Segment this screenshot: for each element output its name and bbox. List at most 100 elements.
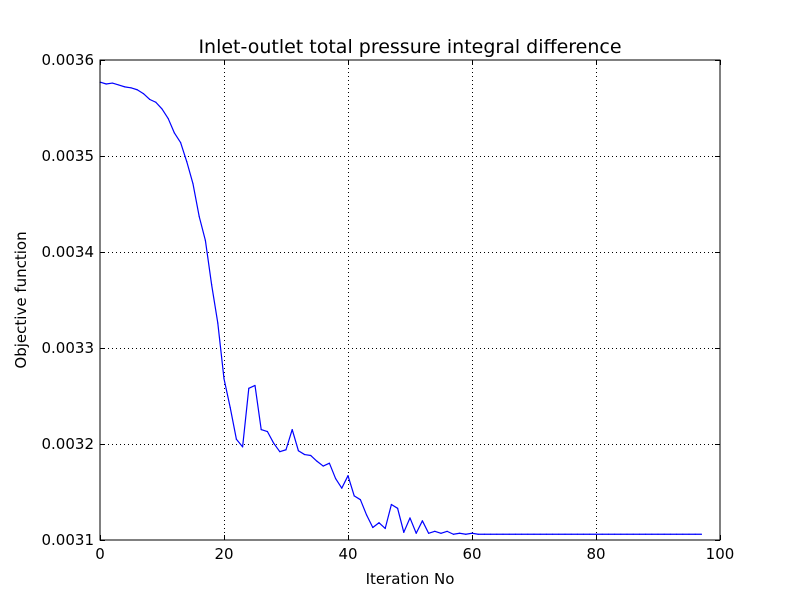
data-point xyxy=(552,533,554,535)
data-point xyxy=(558,533,560,535)
data-point xyxy=(440,532,442,534)
data-point xyxy=(409,517,411,519)
data-point xyxy=(390,503,392,506)
data-point xyxy=(260,429,262,431)
data-point xyxy=(235,438,237,440)
data-point xyxy=(694,533,696,535)
data-point xyxy=(136,89,138,91)
data-point xyxy=(217,322,219,324)
plot-frame xyxy=(99,59,721,541)
data-point xyxy=(483,533,485,535)
data-point xyxy=(527,533,529,535)
data-point xyxy=(614,533,616,535)
data-point xyxy=(682,533,684,535)
chart-title: Inlet-outlet total pressure integral dif… xyxy=(198,36,621,58)
data-point xyxy=(564,533,566,535)
data-point xyxy=(266,430,268,433)
data-point xyxy=(700,533,703,535)
data-point xyxy=(341,487,343,489)
data-point xyxy=(291,429,293,431)
series-line xyxy=(99,81,702,535)
data-point xyxy=(198,215,200,218)
data-point xyxy=(403,531,405,533)
data-point xyxy=(130,87,132,89)
data-point xyxy=(688,533,690,535)
grid-layer xyxy=(100,60,720,540)
data-point xyxy=(180,141,182,144)
data-point xyxy=(514,533,517,535)
x-tick-label: 60 xyxy=(462,545,481,563)
y-tick-label: 0.0035 xyxy=(42,147,95,165)
data-point xyxy=(663,533,665,535)
data-point xyxy=(502,533,504,535)
data-point xyxy=(607,533,610,535)
data-point xyxy=(372,526,374,529)
data-point xyxy=(155,101,157,103)
data-point xyxy=(279,451,281,453)
data-point xyxy=(149,98,151,100)
data-point xyxy=(477,533,479,535)
data-point xyxy=(254,384,256,387)
data-point xyxy=(471,532,473,534)
data-point xyxy=(576,533,579,535)
data-point xyxy=(186,161,188,163)
x-tick-label: 0 xyxy=(95,545,105,563)
data-point xyxy=(384,527,386,530)
data-point xyxy=(651,533,653,535)
data-point xyxy=(589,533,591,535)
data-point xyxy=(328,462,330,464)
data-point xyxy=(192,183,194,185)
data-point xyxy=(645,533,647,535)
data-point xyxy=(167,117,169,120)
data-point xyxy=(223,378,225,380)
data-point xyxy=(490,533,492,535)
data-point xyxy=(533,533,535,535)
data-point xyxy=(105,83,107,85)
data-point xyxy=(539,533,541,535)
data-point xyxy=(421,520,423,522)
data-point xyxy=(273,442,275,444)
data-point xyxy=(465,533,467,535)
data-point xyxy=(366,514,368,516)
y-tick-label: 0.0036 xyxy=(42,51,95,69)
data-point xyxy=(124,86,126,88)
data-point xyxy=(638,533,641,535)
data-point xyxy=(545,533,548,535)
data-point xyxy=(595,533,597,535)
x-tick-label: 20 xyxy=(214,545,233,563)
x-axis-label: Iteration No xyxy=(366,570,455,588)
y-tick-label: 0.0031 xyxy=(42,531,95,549)
data-point xyxy=(415,532,417,534)
data-point xyxy=(657,533,659,535)
data-point xyxy=(248,387,250,389)
x-tick-label: 80 xyxy=(586,545,605,563)
data-point xyxy=(161,108,163,110)
data-point xyxy=(669,533,672,535)
data-point xyxy=(242,446,244,448)
data-point xyxy=(322,465,324,467)
y-tick-labels: 0.0031 0.0032 0.0033 0.0034 0.0035 0.0036 xyxy=(42,51,95,549)
data-point xyxy=(211,284,213,286)
data-point xyxy=(397,507,399,509)
data-point xyxy=(676,533,678,535)
tick-layer xyxy=(100,60,721,541)
data-point xyxy=(521,533,523,535)
data-point xyxy=(118,84,120,86)
data-point xyxy=(111,82,113,84)
data-point xyxy=(347,475,349,477)
data-point xyxy=(378,522,380,524)
data-point xyxy=(620,533,622,535)
x-tick-label: 40 xyxy=(338,545,357,563)
data-point xyxy=(316,460,318,462)
series-layer xyxy=(99,81,703,535)
y-tick-label: 0.0032 xyxy=(42,435,95,453)
data-point xyxy=(570,533,572,535)
data-point xyxy=(204,239,206,242)
data-point xyxy=(359,499,361,501)
data-point xyxy=(142,93,144,95)
data-point xyxy=(304,453,306,456)
y-tick-label: 0.0033 xyxy=(42,339,95,357)
data-point xyxy=(446,530,448,532)
y-axis-label: Objective function xyxy=(12,231,30,368)
